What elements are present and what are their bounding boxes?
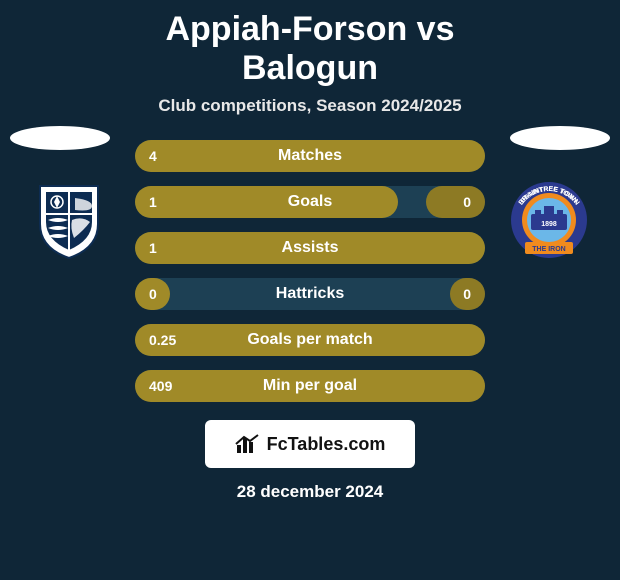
stat-row: 0 0 Hattricks [135, 278, 485, 310]
stat-value-left: 409 [149, 378, 172, 394]
stat-row: 4 Matches [135, 140, 485, 172]
stat-label: Assists [282, 239, 339, 257]
stats-list: 4 Matches 1 0 Goals 1 Assists 0 0 Hattricks 0.25 Go… [135, 140, 485, 402]
fctables-logo-text: FcTables.com [267, 434, 386, 455]
stat-value-left: 1 [149, 194, 157, 210]
stat-label: Matches [278, 147, 342, 165]
date-label: 28 december 2024 [237, 482, 384, 502]
crest-braintree-town: 1898 BRAINTREE TOWN BRAINTREE TOWN THE I… [500, 180, 598, 260]
stat-bar-right [426, 186, 486, 218]
crest-right-svg: 1898 BRAINTREE TOWN BRAINTREE TOWN THE I… [500, 180, 598, 260]
stat-value-left: 1 [149, 240, 157, 256]
stat-value-left: 0.25 [149, 332, 176, 348]
stat-label: Min per goal [263, 377, 357, 395]
stat-row: 409 Min per goal [135, 370, 485, 402]
pointer-ellipse-right [510, 126, 610, 150]
stat-value-left: 4 [149, 148, 157, 164]
stat-label: Goals [288, 193, 332, 211]
stat-row: 0.25 Goals per match [135, 324, 485, 356]
stat-label: Goals per match [247, 331, 372, 349]
stat-bar-left [135, 186, 398, 218]
pointer-ellipse-left [10, 126, 110, 150]
page-title: Appiah-Forson vs Balogun [100, 10, 520, 88]
stat-value-right: 0 [463, 194, 471, 210]
stat-row: 1 Assists [135, 232, 485, 264]
fctables-logo[interactable]: FcTables.com [205, 420, 415, 468]
stat-label: Hattricks [276, 285, 344, 303]
stat-row: 1 0 Goals [135, 186, 485, 218]
comparison-card: Appiah-Forson vs Balogun Club competitio… [0, 0, 620, 580]
crest-southend-united [20, 180, 118, 260]
stat-value-left: 0 [149, 286, 157, 302]
page-subtitle: Club competitions, Season 2024/2025 [158, 96, 461, 116]
svg-text:THE IRON: THE IRON [532, 246, 565, 253]
stat-value-right: 0 [463, 286, 471, 302]
svg-text:1898: 1898 [541, 221, 557, 228]
crest-left-svg [20, 180, 118, 260]
bars-icon [235, 434, 259, 454]
